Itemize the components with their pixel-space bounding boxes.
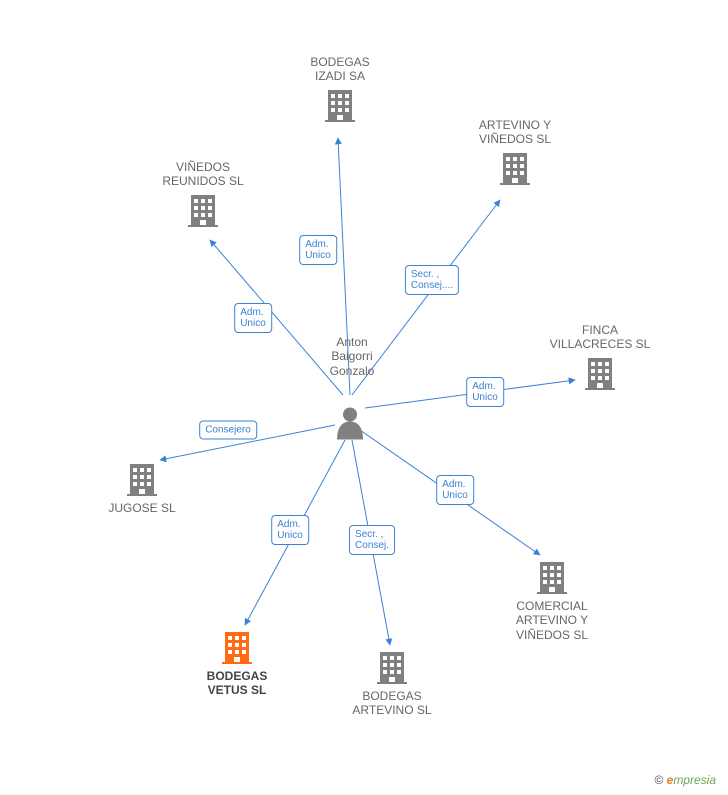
node-label: BODEGAS ARTEVINO SL	[322, 689, 462, 718]
diagram-canvas: BODEGAS IZADI SA ARTEVINO Y VIÑEDOS SL FIN…	[0, 0, 728, 795]
edge-label: Adm. Unico	[299, 235, 337, 265]
node-label: BODEGAS IZADI SA	[270, 55, 410, 84]
building-icon	[325, 88, 355, 127]
edge-label: Adm. Unico	[271, 515, 309, 545]
node-label: JUGOSE SL	[72, 501, 212, 515]
copyright-symbol: ©	[654, 773, 663, 787]
node-vinedos_reunidos: VIÑEDOS REUNIDOS SL	[133, 160, 273, 232]
building-icon	[585, 356, 615, 395]
edge-label: Consejero	[199, 421, 257, 440]
node-jugose: JUGOSE SL	[72, 462, 212, 519]
building-icon	[500, 151, 530, 190]
node-label: FINCA VILLACRECES SL	[530, 323, 670, 352]
node-bodegas_vetus: BODEGAS VETUS SL	[167, 630, 307, 702]
building-icon	[188, 193, 218, 232]
center-person-label: Anton Baigorri Gonzalo	[330, 335, 375, 378]
copyright-rest: mpresia	[673, 773, 716, 787]
node-bodegas_izadi: BODEGAS IZADI SA	[270, 55, 410, 127]
edge-label: Adm. Unico	[234, 303, 272, 333]
edge-label: Adm. Unico	[466, 377, 504, 407]
node-label: COMERCIAL ARTEVINO Y VIÑEDOS SL	[482, 599, 622, 642]
edge-label: Secr. , Consej.	[349, 525, 395, 555]
person-icon	[335, 406, 365, 445]
edge-label: Adm. Unico	[436, 475, 474, 505]
node-comercial: COMERCIAL ARTEVINO Y VIÑEDOS SL	[482, 560, 622, 646]
node-bodegas_artevino: BODEGAS ARTEVINO SL	[322, 650, 462, 722]
node-label: ARTEVINO Y VIÑEDOS SL	[445, 118, 585, 147]
building-icon	[537, 560, 567, 599]
node-label: VIÑEDOS REUNIDOS SL	[133, 160, 273, 189]
building-icon	[222, 630, 252, 669]
node-finca: FINCA VILLACRECES SL	[530, 323, 670, 395]
building-icon	[127, 462, 157, 501]
copyright: © empresia	[654, 773, 716, 787]
node-artevino_vinedos: ARTEVINO Y VIÑEDOS SL	[445, 118, 585, 190]
building-icon	[377, 650, 407, 689]
node-label: BODEGAS VETUS SL	[167, 669, 307, 698]
edge-label: Secr. , Consej....	[405, 265, 459, 295]
